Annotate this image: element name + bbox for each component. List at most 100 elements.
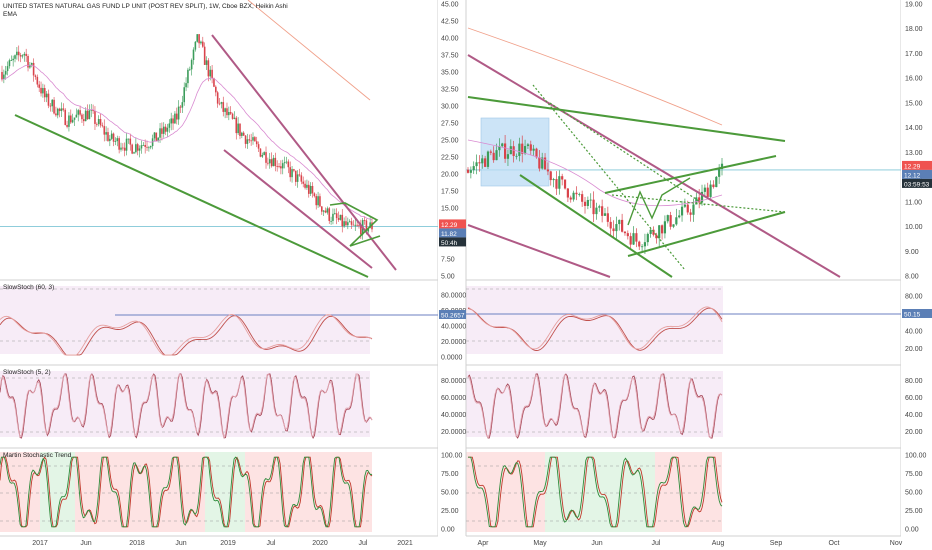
- candle-body: [99, 119, 102, 126]
- left-price-tag-3: 50:4h: [441, 240, 458, 247]
- candle-body: [686, 204, 689, 213]
- left-price-tick: 7.50: [441, 257, 455, 264]
- candle-body: [71, 119, 74, 123]
- left-price-tick: 37.50: [441, 53, 459, 60]
- candle-body: [45, 93, 48, 98]
- candle-body: [149, 146, 152, 148]
- candle-body: [330, 220, 332, 222]
- candle-body: [216, 92, 219, 104]
- right-candles: [466, 134, 724, 255]
- candle-body: [501, 143, 504, 147]
- candle-body: [198, 34, 200, 44]
- candle-body: [38, 84, 40, 88]
- candle-body: [683, 204, 686, 207]
- left-price-tick: 35.00: [441, 70, 459, 77]
- candle-body: [105, 132, 107, 135]
- candle-body: [172, 118, 174, 124]
- candle-body: [12, 58, 14, 61]
- left-price-axis-bg: [438, 0, 466, 550]
- candle-body: [228, 112, 230, 116]
- candle-body: [215, 86, 217, 93]
- candle-body: [640, 246, 644, 248]
- candle-body: [142, 144, 145, 146]
- left-x-tick: 2021: [397, 540, 413, 547]
- candle-body: [203, 46, 206, 65]
- green-trendline-right-bottom: [627, 211, 786, 257]
- candle-body: [60, 108, 63, 112]
- candle-body: [589, 199, 592, 201]
- candle-body: [592, 199, 595, 215]
- left-price-tick: 22.50: [441, 155, 459, 162]
- candle-body: [296, 174, 299, 182]
- candle-body: [55, 113, 57, 116]
- candle-body: [6, 66, 9, 72]
- stoch2-signal-left: [0, 373, 373, 439]
- candle-body: [32, 62, 35, 76]
- candle-body: [552, 179, 555, 181]
- right-x-tick: Nov: [890, 540, 903, 547]
- candle-body: [64, 109, 67, 125]
- candle-body: [161, 128, 163, 134]
- candle-body: [97, 119, 100, 125]
- candle-body: [88, 110, 91, 120]
- candle-body: [365, 220, 368, 232]
- candle-body: [692, 204, 695, 215]
- candle-body: [83, 119, 85, 122]
- candle-body: [183, 87, 186, 103]
- candle-body: [523, 146, 527, 154]
- candle-body: [168, 123, 171, 128]
- candle-body: [25, 53, 27, 57]
- pane-tick: 20.0000: [441, 429, 466, 436]
- candle-body: [311, 185, 314, 194]
- pane-tick: 60.00: [905, 395, 923, 402]
- right-x-tick: Oct: [829, 540, 840, 547]
- ema-line-left: [1, 64, 373, 221]
- right-price-tick: 11.00: [905, 199, 922, 206]
- candle-body: [595, 207, 598, 215]
- right-price-tag-2-bg: [902, 169, 932, 179]
- candle-body: [207, 60, 210, 77]
- candle-body: [281, 163, 284, 169]
- candle-body: [558, 176, 561, 189]
- candle-body: [30, 62, 33, 65]
- candle-body: [289, 167, 291, 178]
- candle-body: [159, 128, 161, 138]
- candle-body: [695, 197, 698, 205]
- trend-bg-segment: [75, 452, 205, 532]
- candle-body: [49, 105, 52, 107]
- candle-body: [572, 192, 575, 200]
- candle-body: [241, 132, 243, 136]
- candle-body: [347, 222, 349, 226]
- pane-tick: 20.00: [905, 346, 923, 353]
- candle-body: [561, 176, 564, 180]
- candle-body: [29, 64, 31, 68]
- candle-body: [231, 113, 234, 119]
- candle-body: [326, 208, 329, 213]
- candle-body: [526, 144, 530, 147]
- left-price-tick: 32.50: [441, 87, 459, 94]
- stoch2-title: SlowStoch (5, 2): [3, 369, 51, 376]
- candle-body: [268, 159, 271, 164]
- candle-body: [506, 154, 510, 159]
- candle-body: [133, 152, 135, 154]
- candle-body: [112, 133, 115, 142]
- candle-body: [575, 192, 578, 195]
- green-wedge-left: [329, 202, 379, 247]
- candle-body: [348, 221, 351, 223]
- trend-bg-segment: [466, 452, 545, 532]
- green-wave-right: [627, 177, 691, 226]
- candle-body: [495, 150, 498, 161]
- candle-body: [129, 138, 132, 145]
- candle-body: [555, 179, 558, 189]
- highlight-box-right: [480, 117, 550, 187]
- candle-body: [81, 114, 83, 120]
- candle-body: [185, 83, 187, 88]
- candle-body: [51, 99, 54, 107]
- candle-body: [466, 169, 470, 173]
- candle-body: [211, 69, 213, 79]
- left-price-tick: 30.00: [441, 104, 459, 111]
- candle-body: [322, 210, 325, 212]
- candle-body: [114, 141, 117, 142]
- candle-body: [660, 225, 664, 234]
